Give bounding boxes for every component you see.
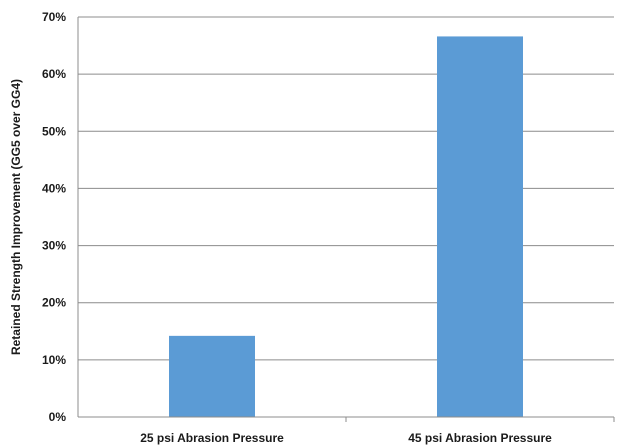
y-tick-label: 60% xyxy=(42,67,66,81)
y-tick-label: 50% xyxy=(42,124,66,138)
y-tick-label: 10% xyxy=(42,353,66,367)
y-tick-label: 70% xyxy=(42,10,66,24)
y-tick-labels: 0% 10% 20% 30% 40% 50% 60% 70% xyxy=(42,10,66,424)
gridlines xyxy=(78,16,614,361)
y-tick-label: 0% xyxy=(49,410,67,424)
axes xyxy=(77,17,615,422)
y-tick-label: 20% xyxy=(42,296,66,310)
bars xyxy=(169,36,523,418)
y-tick-label: 30% xyxy=(42,239,66,253)
bar xyxy=(437,36,523,418)
x-tick-label: 25 psi Abrasion Pressure xyxy=(140,431,284,445)
x-tick-labels: 25 psi Abrasion Pressure 45 psi Abrasion … xyxy=(140,431,552,445)
y-axis-title: Retained Strength Improvement (GG5 over … xyxy=(9,79,23,355)
x-tick-label: 45 psi Abrasion Pressure xyxy=(408,431,552,445)
bar xyxy=(169,335,255,417)
y-tick-label: 40% xyxy=(42,181,66,195)
